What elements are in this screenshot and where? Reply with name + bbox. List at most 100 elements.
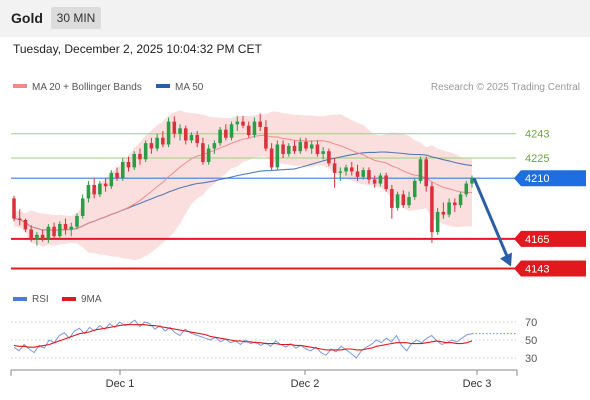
candle-body (275, 144, 280, 168)
candle-body (149, 143, 154, 149)
ma20-legend-label: MA 20 + Bollinger Bands (32, 82, 142, 93)
level-label-4225: 4225 (525, 153, 549, 165)
candle-body (378, 175, 383, 184)
ma50-legend-swatch (156, 84, 170, 88)
candle-body (126, 162, 131, 168)
candle-body (178, 128, 182, 134)
candle-body (407, 197, 411, 206)
candle-body (235, 121, 240, 125)
chart-separator (0, 36, 590, 37)
candle-body (115, 172, 119, 179)
candle-body (218, 129, 222, 144)
ma20-legend-swatch (13, 84, 27, 88)
instrument-title: Gold (11, 10, 43, 26)
candle-body (361, 170, 365, 177)
rsi-panel: 70 50 30 (11, 317, 537, 365)
candle-body (315, 144, 320, 154)
candle-body (40, 234, 45, 239)
candle-body (35, 234, 39, 239)
candle-body (109, 172, 114, 187)
candle-body (332, 163, 337, 173)
candle-body (201, 143, 205, 163)
x-tick-label: Dec 2 (291, 378, 320, 390)
candle-body (447, 202, 451, 215)
candle-body (321, 151, 325, 154)
candle-body (395, 194, 400, 208)
candle-body (58, 224, 62, 237)
candle-body (69, 226, 74, 230)
candle-body (12, 198, 16, 219)
candle-body (355, 171, 360, 177)
rsi-line (13, 319, 473, 359)
rsi-tick-30: 30 (525, 353, 537, 365)
x-axis-ticks: Dec 1 Dec 2 Dec 3 (106, 370, 492, 390)
forecast-arrow (472, 177, 512, 267)
candle-body (412, 180, 417, 198)
candle-body (401, 194, 406, 206)
candle-body (309, 144, 314, 149)
credit-text: Research © 2025 Trading Central (431, 82, 580, 93)
candle-body (384, 175, 388, 189)
candle-body (224, 129, 228, 138)
candle-body (212, 143, 217, 149)
candle-body (23, 219, 28, 230)
candle-body (441, 211, 446, 215)
candle-body (241, 121, 245, 126)
candle-body (304, 141, 308, 149)
level-label-4243: 4243 (525, 129, 549, 141)
level-label-4143: 4143 (525, 264, 549, 276)
candle-body (264, 126, 268, 149)
candle-body (86, 184, 91, 199)
candle-body (367, 170, 371, 180)
bollinger-band (14, 110, 472, 261)
candle-body (372, 179, 377, 184)
level-label-4210: 4210 (525, 173, 549, 185)
ma50-legend-label: MA 50 (175, 82, 204, 93)
level-labels: 4243 4225 4210 4165 4143 (514, 129, 586, 277)
candle-body (430, 186, 434, 233)
candle-body (229, 124, 234, 138)
candle-body (453, 202, 457, 206)
candle-body (75, 215, 79, 227)
timeframe-button[interactable]: 30 MIN (51, 7, 101, 29)
candle-body (464, 183, 469, 195)
candle-body (183, 128, 188, 141)
chart-timestamp: Tuesday, December 2, 2025 10:04:32 PM CE… (13, 42, 262, 56)
candle-body (390, 188, 394, 208)
candle-body (344, 167, 348, 172)
candle-body (166, 121, 171, 145)
candle-body (350, 167, 354, 172)
candle-body (138, 153, 142, 160)
rsi-ma-line (13, 324, 473, 351)
candle-body (327, 151, 331, 164)
x-tick-label: Dec 3 (463, 378, 492, 390)
candle-body (143, 143, 148, 160)
candle-body (298, 141, 303, 152)
candle-body (338, 171, 343, 173)
candle-body (98, 183, 102, 195)
candle-body (52, 226, 56, 237)
rsi-legend-label: RSI (32, 294, 49, 305)
candle-body (63, 224, 68, 230)
rsi-legend-swatch (13, 297, 27, 301)
candle-body (458, 194, 463, 206)
top-bar: Gold 30 MIN (0, 0, 590, 37)
candle-body (252, 121, 257, 136)
candle-body (189, 135, 194, 141)
candle-body (29, 229, 33, 239)
x-tick-label: Dec 1 (106, 378, 135, 390)
candle-body (121, 162, 125, 179)
level-tag-4210 (514, 170, 586, 187)
candle-body (292, 145, 297, 152)
forecast-arrow-shaft (472, 177, 510, 260)
candle-body (269, 148, 274, 168)
candle-body (17, 218, 22, 220)
ma20-line (13, 134, 473, 231)
rsi-tick-70: 70 (525, 317, 537, 329)
candle-body (258, 121, 262, 127)
candle-body (470, 178, 474, 184)
candle-body (103, 183, 108, 187)
candle-body (435, 211, 440, 233)
rsi-tick-50: 50 (525, 335, 537, 347)
